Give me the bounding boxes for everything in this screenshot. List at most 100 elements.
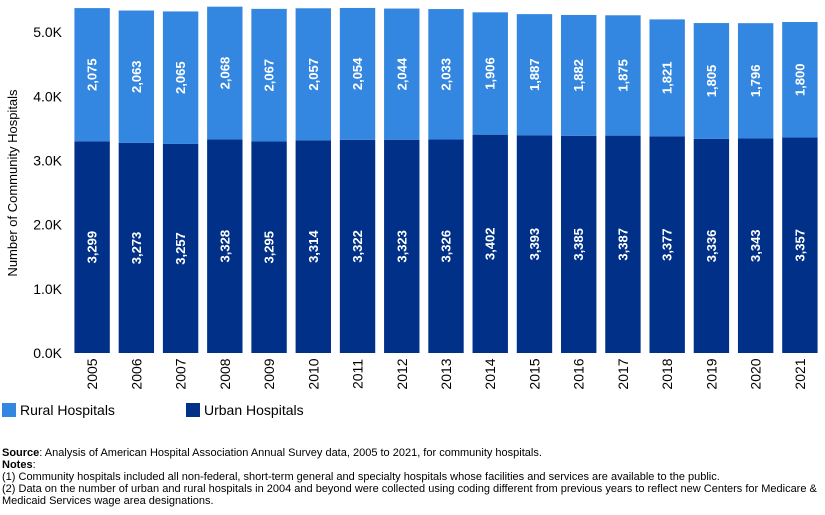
data-label-rural: 1,875: [615, 59, 630, 92]
bar-urban: [207, 139, 243, 353]
bar-rural: [251, 8, 287, 142]
legend-item-urban: Urban Hospitals: [186, 402, 304, 418]
data-label-urban: 3,402: [483, 228, 498, 261]
data-label-urban: 3,357: [792, 229, 807, 262]
data-label-urban: 3,322: [350, 230, 365, 263]
data-label-rural: 2,033: [439, 58, 454, 91]
bar-rural: [561, 14, 597, 136]
bar-rural: [693, 23, 730, 139]
y-tick-label: 0.0K: [33, 345, 62, 361]
x-tick-label: 2020: [748, 358, 764, 389]
legend-label-urban: Urban Hospitals: [204, 402, 304, 418]
bar-rural: [118, 10, 155, 143]
data-label-rural: 1,805: [704, 65, 719, 98]
bar-rural: [472, 12, 508, 135]
bar-urban: [295, 140, 331, 353]
y-axis: 0.0K 1.0K 2.0K 3.0K 4.0K 5.0K: [33, 24, 62, 361]
x-tick-label: 2012: [394, 358, 410, 389]
bar-urban: [516, 135, 553, 353]
legend-item-rural: Rural Hospitals: [2, 402, 115, 418]
x-tick-label: 2018: [659, 358, 675, 389]
bars: 3,299 2,075 3,273 2,063 3,257 2,065 3,328 2,068…: [74, 6, 818, 353]
bar-urban: [605, 135, 641, 353]
x-tick-label: 2005: [84, 358, 100, 389]
legend-label-rural: Rural Hospitals: [20, 402, 115, 418]
y-tick-label: 5.0K: [33, 24, 62, 40]
data-label-rural: 2,063: [129, 60, 144, 93]
notes-heading: Notes:: [2, 459, 36, 471]
source-line: Source: Analysis of American Hospital As…: [2, 447, 824, 459]
data-label-urban: 3,387: [615, 228, 630, 261]
y-axis-label: Number of Community Hospitals: [5, 89, 20, 277]
source-text: : Analysis of American Hospital Associat…: [39, 447, 542, 459]
bar-urban: [737, 138, 774, 353]
data-label-urban: 3,377: [660, 228, 675, 261]
x-tick-label: 2019: [703, 358, 719, 389]
x-tick-label: 2007: [173, 358, 189, 389]
data-label-rural: 1,800: [792, 64, 807, 97]
bar-rural: [295, 8, 331, 141]
bar-rural: [339, 7, 376, 140]
data-label-rural: 1,882: [571, 59, 586, 92]
data-label-urban: 3,257: [173, 232, 188, 265]
data-label-rural: 1,821: [660, 62, 675, 95]
data-label-rural: 1,906: [483, 57, 498, 90]
bar-urban: [428, 139, 464, 353]
bar-rural: [384, 8, 420, 140]
legend-swatch-rural: [2, 403, 16, 417]
bar-urban: [561, 135, 597, 353]
data-label-rural: 1,887: [527, 58, 542, 91]
x-tick-label: 2009: [261, 358, 277, 389]
data-label-rural: 2,065: [173, 61, 188, 94]
note-1: (1) Community hospitals included all non…: [2, 471, 720, 483]
data-label-rural: 2,054: [350, 57, 365, 90]
data-label-rural: 2,068: [217, 57, 232, 90]
stacked-bar-chart: Number of Community Hospitals 0.0K 1.0K 2.…: [5, 6, 818, 390]
bar-urban: [693, 138, 730, 353]
x-tick-label: 2015: [526, 358, 542, 389]
data-label-rural: 2,044: [394, 57, 409, 90]
bar-rural: [162, 11, 199, 144]
x-axis: 2005 2006 2007 2008 2009 2010 2011 2012 2013 2014…: [84, 358, 808, 389]
bar-rural: [207, 6, 243, 140]
bar-rural: [649, 19, 685, 137]
bar-urban: [118, 142, 155, 353]
data-label-urban: 3,314: [306, 230, 321, 263]
note-2: (2) Data on the number of urban and rura…: [2, 483, 817, 507]
bar-urban: [384, 139, 420, 353]
bar-rural: [428, 9, 464, 140]
data-label-rural: 2,057: [306, 58, 321, 91]
x-tick-label: 2006: [128, 358, 144, 389]
y-tick-label: 1.0K: [33, 281, 62, 297]
x-tick-label: 2008: [217, 358, 233, 389]
data-label-urban: 3,393: [527, 228, 542, 261]
x-tick-label: 2011: [350, 359, 366, 389]
data-label-urban: 3,343: [748, 229, 763, 262]
data-label-urban: 3,273: [129, 232, 144, 265]
bar-rural: [737, 23, 774, 139]
data-label-rural: 2,075: [85, 58, 100, 91]
y-tick-label: 2.0K: [33, 217, 62, 233]
legend-swatch-urban: [186, 403, 200, 417]
y-tick-label: 4.0K: [33, 88, 62, 104]
data-label-urban: 3,295: [262, 231, 277, 264]
data-label-urban: 3,323: [394, 230, 409, 263]
x-tick-label: 2017: [615, 358, 631, 389]
x-tick-label: 2013: [438, 358, 454, 389]
bar-urban: [472, 134, 508, 353]
bar-urban: [162, 143, 199, 353]
data-label-urban: 3,336: [704, 230, 719, 263]
data-label-rural: 2,067: [262, 59, 277, 92]
bar-rural: [516, 14, 553, 136]
data-label-urban: 3,299: [85, 231, 100, 264]
bar-urban: [339, 139, 376, 353]
source-label: Source: [2, 447, 40, 459]
bar-urban: [649, 136, 685, 353]
bar-urban: [74, 141, 110, 353]
bar-rural: [605, 15, 641, 136]
x-tick-label: 2016: [571, 358, 587, 389]
bar-rural: [74, 8, 110, 142]
data-label-urban: 3,326: [439, 230, 454, 263]
y-tick-label: 3.0K: [33, 152, 62, 168]
data-label-urban: 3,385: [571, 228, 586, 261]
